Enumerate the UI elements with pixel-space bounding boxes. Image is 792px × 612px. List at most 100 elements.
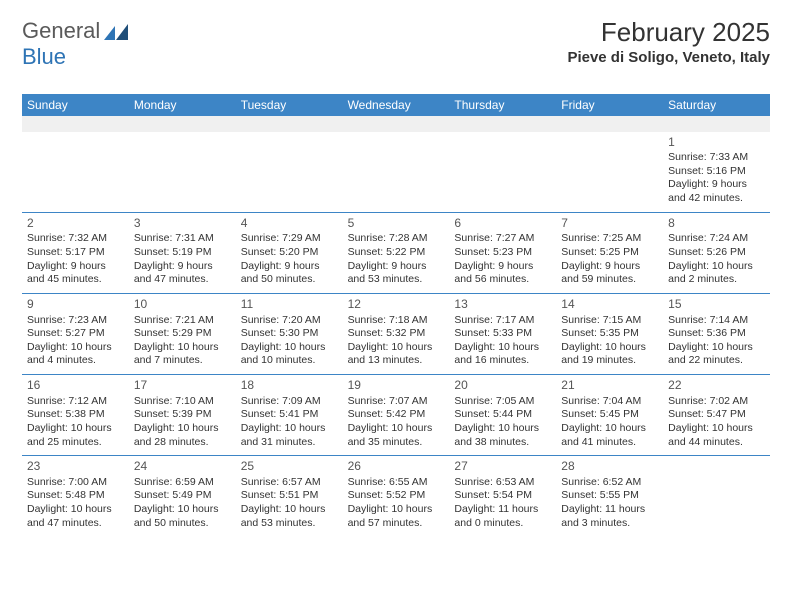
title-location: Pieve di Soligo, Veneto, Italy [567,49,770,66]
day-sunrise: Sunrise: 7:17 AM [454,314,551,328]
day-sunrise: Sunrise: 7:32 AM [27,232,124,246]
day-daylight: Daylight: 10 hours and 22 minutes. [668,341,765,368]
day-daylight: Daylight: 10 hours and 47 minutes. [27,503,124,530]
day-daylight: Daylight: 10 hours and 35 minutes. [348,422,445,449]
day-sunset: Sunset: 5:52 PM [348,489,445,503]
day-sunrise: Sunrise: 6:57 AM [241,476,338,490]
day-number: 2 [27,216,124,232]
day-sunrise: Sunrise: 7:29 AM [241,232,338,246]
day-sunset: Sunset: 5:19 PM [134,246,231,260]
calendar-page: General February 2025 Pieve di Soligo, V… [0,0,792,612]
logo-text-1: General [22,18,100,44]
day-cell: 1Sunrise: 7:33 AMSunset: 5:16 PMDaylight… [663,132,770,212]
day-daylight: Daylight: 10 hours and 19 minutes. [561,341,658,368]
weekday-header: Sunday [22,94,129,116]
day-sunrise: Sunrise: 6:53 AM [454,476,551,490]
day-sunrise: Sunrise: 7:23 AM [27,314,124,328]
day-sunrise: Sunrise: 7:12 AM [27,395,124,409]
blank-strip-cell [22,116,129,132]
day-daylight: Daylight: 9 hours and 45 minutes. [27,260,124,287]
day-number: 17 [134,378,231,394]
day-sunset: Sunset: 5:16 PM [668,165,765,179]
blank-strip-cell [236,116,343,132]
day-sunset: Sunset: 5:20 PM [241,246,338,260]
logo: General [22,18,130,44]
day-cell: 2Sunrise: 7:32 AMSunset: 5:17 PMDaylight… [22,213,129,293]
day-sunrise: Sunrise: 7:10 AM [134,395,231,409]
day-sunset: Sunset: 5:27 PM [27,327,124,341]
day-cell: 7Sunrise: 7:25 AMSunset: 5:25 PMDaylight… [556,213,663,293]
day-sunrise: Sunrise: 7:09 AM [241,395,338,409]
blank-strip [22,116,770,132]
day-daylight: Daylight: 10 hours and 16 minutes. [454,341,551,368]
day-daylight: Daylight: 10 hours and 25 minutes. [27,422,124,449]
day-number: 11 [241,297,338,313]
day-daylight: Daylight: 10 hours and 28 minutes. [134,422,231,449]
day-cell-blank [663,456,770,536]
day-cell: 20Sunrise: 7:05 AMSunset: 5:44 PMDayligh… [449,375,556,455]
day-sunset: Sunset: 5:23 PM [454,246,551,260]
day-number: 26 [348,459,445,475]
day-sunrise: Sunrise: 7:05 AM [454,395,551,409]
day-daylight: Daylight: 11 hours and 3 minutes. [561,503,658,530]
weekday-header: Saturday [663,94,770,116]
day-sunset: Sunset: 5:22 PM [348,246,445,260]
day-daylight: Daylight: 10 hours and 13 minutes. [348,341,445,368]
day-daylight: Daylight: 10 hours and 4 minutes. [27,341,124,368]
day-cell: 9Sunrise: 7:23 AMSunset: 5:27 PMDaylight… [22,294,129,374]
day-daylight: Daylight: 10 hours and 2 minutes. [668,260,765,287]
day-daylight: Daylight: 10 hours and 53 minutes. [241,503,338,530]
day-number: 28 [561,459,658,475]
day-number: 3 [134,216,231,232]
day-sunrise: Sunrise: 6:59 AM [134,476,231,490]
blank-strip-cell [343,116,450,132]
day-daylight: Daylight: 9 hours and 56 minutes. [454,260,551,287]
blank-strip-cell [556,116,663,132]
day-cell: 21Sunrise: 7:04 AMSunset: 5:45 PMDayligh… [556,375,663,455]
day-number: 22 [668,378,765,394]
day-sunset: Sunset: 5:33 PM [454,327,551,341]
day-daylight: Daylight: 9 hours and 47 minutes. [134,260,231,287]
day-number: 16 [27,378,124,394]
day-sunset: Sunset: 5:17 PM [27,246,124,260]
day-sunset: Sunset: 5:38 PM [27,408,124,422]
weekday-header-row: SundayMondayTuesdayWednesdayThursdayFrid… [22,94,770,116]
day-cell-blank [556,132,663,212]
day-sunset: Sunset: 5:49 PM [134,489,231,503]
day-sunrise: Sunrise: 7:18 AM [348,314,445,328]
weekday-header: Tuesday [236,94,343,116]
day-number: 8 [668,216,765,232]
day-sunrise: Sunrise: 7:25 AM [561,232,658,246]
day-sunrise: Sunrise: 7:15 AM [561,314,658,328]
week-row: 16Sunrise: 7:12 AMSunset: 5:38 PMDayligh… [22,374,770,455]
day-sunrise: Sunrise: 7:27 AM [454,232,551,246]
day-sunset: Sunset: 5:30 PM [241,327,338,341]
day-daylight: Daylight: 10 hours and 57 minutes. [348,503,445,530]
day-sunset: Sunset: 5:47 PM [668,408,765,422]
day-sunrise: Sunrise: 6:52 AM [561,476,658,490]
day-sunset: Sunset: 5:32 PM [348,327,445,341]
week-row: 9Sunrise: 7:23 AMSunset: 5:27 PMDaylight… [22,293,770,374]
weekday-header: Wednesday [343,94,450,116]
day-cell: 5Sunrise: 7:28 AMSunset: 5:22 PMDaylight… [343,213,450,293]
day-sunset: Sunset: 5:39 PM [134,408,231,422]
day-number: 9 [27,297,124,313]
title-block: February 2025 Pieve di Soligo, Veneto, I… [567,18,770,66]
day-number: 18 [241,378,338,394]
day-sunrise: Sunrise: 7:02 AM [668,395,765,409]
day-cell: 26Sunrise: 6:55 AMSunset: 5:52 PMDayligh… [343,456,450,536]
title-month: February 2025 [567,18,770,47]
day-sunset: Sunset: 5:36 PM [668,327,765,341]
logo-icon [104,22,130,40]
week-row: 1Sunrise: 7:33 AMSunset: 5:16 PMDaylight… [22,132,770,212]
day-number: 27 [454,459,551,475]
day-sunrise: Sunrise: 6:55 AM [348,476,445,490]
weekday-header: Monday [129,94,236,116]
blank-strip-cell [663,116,770,132]
weekday-header: Thursday [449,94,556,116]
day-daylight: Daylight: 10 hours and 50 minutes. [134,503,231,530]
day-sunset: Sunset: 5:42 PM [348,408,445,422]
day-number: 4 [241,216,338,232]
day-sunset: Sunset: 5:44 PM [454,408,551,422]
day-cell: 25Sunrise: 6:57 AMSunset: 5:51 PMDayligh… [236,456,343,536]
